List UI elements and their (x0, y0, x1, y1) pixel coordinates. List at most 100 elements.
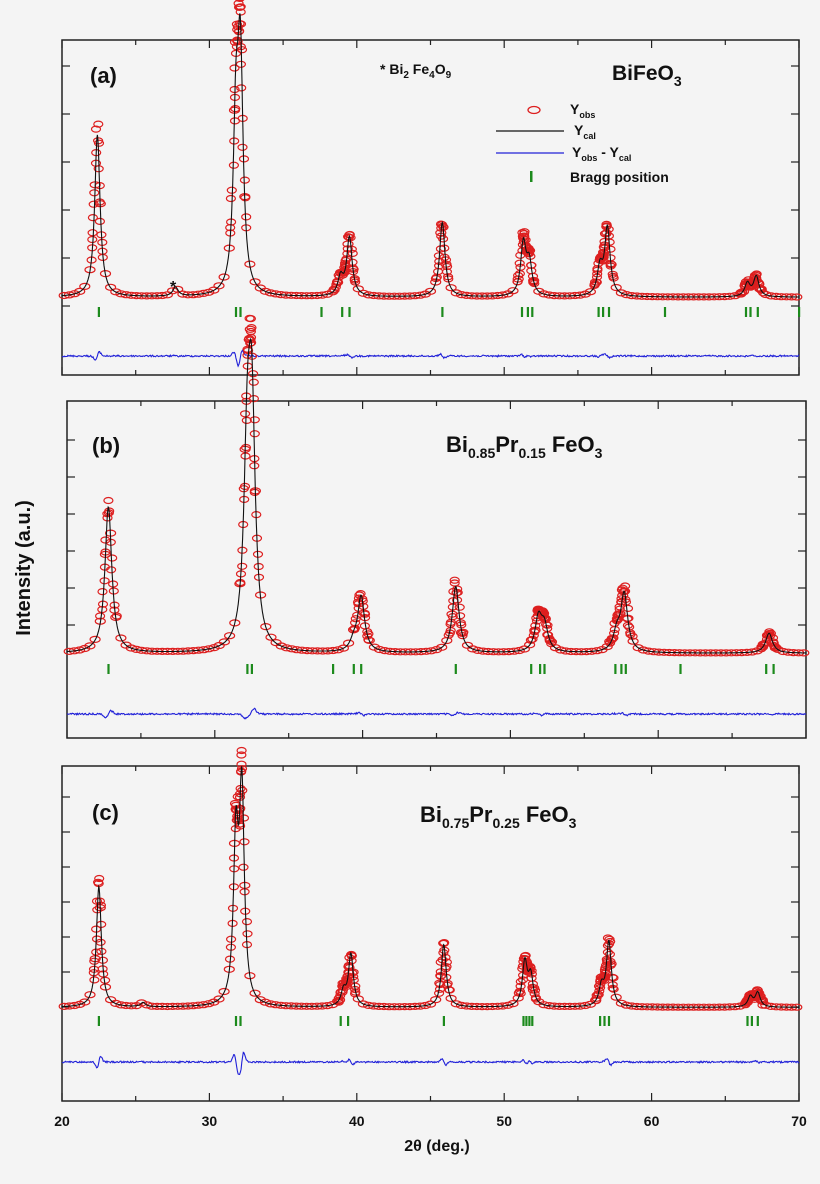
yobs-point (103, 496, 114, 505)
bragg-mark (348, 307, 351, 317)
bragg-mark (352, 664, 355, 674)
yobs-point (100, 536, 111, 544)
yobs-point (141, 1001, 153, 1009)
bragg-mark (603, 1016, 606, 1026)
yobs-point (88, 200, 99, 208)
yobs-point (424, 287, 437, 295)
bragg-mark (454, 664, 457, 674)
yobs-point (63, 291, 76, 299)
bragg-mark (599, 1016, 602, 1026)
bragg-mark (620, 664, 623, 674)
bragg-mark (234, 307, 238, 317)
yobs-point (357, 289, 369, 297)
yobs-point (265, 1000, 277, 1008)
yobs-point (236, 746, 247, 755)
yobs-point (538, 1001, 550, 1009)
yobs-point (445, 994, 457, 1003)
panel-a-tag: (a) (90, 63, 117, 88)
yobs-point (238, 863, 249, 871)
yobs-point (249, 989, 261, 997)
yobs-point (770, 643, 782, 651)
yobs-point (244, 314, 255, 322)
yobs-point (259, 287, 271, 295)
panel-b-frame (66, 400, 807, 739)
yobs-point (613, 613, 624, 621)
yobs-point (244, 334, 255, 343)
yobs-point (764, 628, 775, 636)
bragg-mark (239, 307, 242, 317)
bragg-mark (520, 307, 524, 317)
bragg-mark (525, 1016, 528, 1026)
bragg-mark (772, 664, 775, 674)
yobs-point (619, 582, 631, 590)
yobs-point (752, 986, 763, 994)
yobs-point (89, 189, 100, 197)
yobs-point (620, 291, 633, 299)
yobs-point (601, 642, 613, 651)
yobs-point (68, 1001, 81, 1010)
bragg-mark (602, 307, 605, 317)
legend: Yobs Ycal Yobs - Ycal Bragg position (496, 101, 669, 185)
yobs-point (757, 997, 769, 1006)
legend-yobs-label: Yobs (570, 101, 595, 120)
bragg-positions (107, 664, 775, 674)
yobs-point (237, 143, 248, 151)
yobs-point (347, 249, 358, 257)
yobs-point (97, 587, 108, 596)
yobs-point (230, 104, 241, 113)
yobs-point (436, 643, 448, 651)
yobs-point (337, 644, 349, 652)
yobs-point (110, 999, 122, 1008)
yobs-point (620, 1001, 633, 1009)
yobs-point (107, 554, 118, 562)
yobs-point (430, 995, 442, 1004)
x-tick-label: 40 (349, 1113, 365, 1129)
yobs-point (248, 378, 259, 386)
bragg-mark (531, 307, 534, 317)
yobs-point (445, 284, 457, 292)
yobs-point (357, 1000, 369, 1008)
yobs-point (125, 644, 137, 652)
yobs-point (224, 632, 236, 640)
yobs-point (590, 280, 601, 288)
yobs-point (240, 410, 251, 418)
yobs-point (497, 291, 509, 299)
y-axis-label: Intensity (a.u.) (13, 500, 35, 636)
yobs-point (622, 604, 634, 613)
panel-c-formula: Bi0.75Pr0.25 FeO3 (420, 802, 577, 831)
panel-a-frame (61, 39, 800, 376)
yobs-point (234, 27, 245, 35)
yobs-point (226, 186, 237, 194)
yobs-point (637, 646, 650, 654)
yobs-point (539, 615, 550, 623)
bragg-mark (246, 664, 249, 674)
bragg-mark (339, 1016, 342, 1026)
x-tick-label: 20 (54, 1113, 70, 1129)
yobs-point (555, 646, 567, 654)
yobs-point (235, 3, 246, 11)
bragg-mark (250, 664, 253, 674)
bragg-mark (679, 664, 682, 674)
yobs-point (517, 229, 528, 237)
yobs-point (94, 612, 106, 620)
panel-c-plot (58, 746, 803, 1101)
yobs-point (94, 874, 105, 883)
x-tick-label: 60 (644, 1113, 660, 1129)
yobs-point (87, 229, 98, 237)
yobs-point (579, 1001, 591, 1010)
ycal-line (67, 337, 806, 654)
yobs-point (130, 645, 143, 654)
yobs-point (359, 610, 371, 618)
yobs-point (241, 917, 253, 926)
yobs-point (467, 645, 479, 653)
yobs-point (610, 993, 622, 1001)
yobs-point (608, 974, 619, 982)
bragg-mark (749, 307, 752, 317)
diff-line (66, 707, 807, 720)
yobs-point (89, 976, 100, 984)
yobs-point (79, 282, 91, 290)
yobs-point (235, 0, 245, 2)
bragg-mark (663, 307, 667, 317)
legend-bragg-marker (530, 171, 533, 182)
bragg-mark (107, 664, 110, 674)
